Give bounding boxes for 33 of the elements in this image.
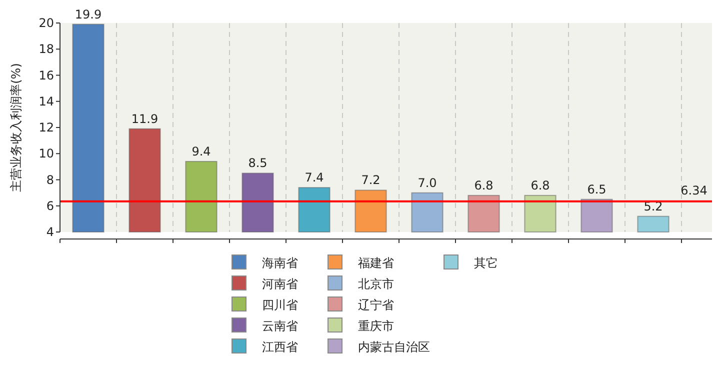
y-tick-label: 4 — [46, 225, 54, 239]
legend-label: 福建省 — [358, 256, 394, 270]
legend-label: 江西省 — [262, 340, 298, 354]
y-axis-title: 主营业务收入利润率(%) — [9, 63, 23, 192]
y-tick-label: 8 — [46, 172, 54, 187]
y-tick-label: 20 — [38, 16, 54, 30]
data-label: 6.5 — [587, 182, 606, 196]
y-tick-label: 12 — [38, 120, 54, 134]
legend-label: 内蒙古自治区 — [358, 340, 430, 354]
data-label: 7.2 — [361, 173, 380, 188]
legend-label: 北京市 — [358, 277, 394, 291]
data-label: 19.9 — [74, 7, 102, 22]
data-label: 9.4 — [192, 144, 211, 158]
legend-label: 其它 — [474, 256, 498, 270]
legend-label: 河南省 — [262, 277, 298, 291]
legend-label: 四川省 — [262, 298, 298, 312]
y-tick-label: 6 — [46, 198, 54, 213]
y-tick-label: 14 — [38, 94, 54, 108]
data-label: 7.0 — [418, 176, 437, 190]
legend-label: 辽宁省 — [358, 298, 394, 312]
ref-line-label: 6.34 — [680, 183, 708, 198]
data-label: 6.8 — [530, 178, 550, 192]
data-label: 7.4 — [304, 170, 324, 185]
data-label: 5.2 — [644, 199, 663, 214]
data-label: 6.8 — [474, 178, 494, 192]
y-tick-label: 16 — [38, 68, 54, 82]
legend-label: 重庆市 — [358, 319, 394, 333]
data-label: 8.5 — [248, 156, 268, 170]
legend-label: 云南省 — [262, 319, 298, 333]
data-label: 11.9 — [131, 112, 158, 126]
y-tick-label: 18 — [38, 42, 54, 56]
legend-label: 海南省 — [262, 256, 298, 270]
y-tick-label: 10 — [38, 146, 54, 161]
